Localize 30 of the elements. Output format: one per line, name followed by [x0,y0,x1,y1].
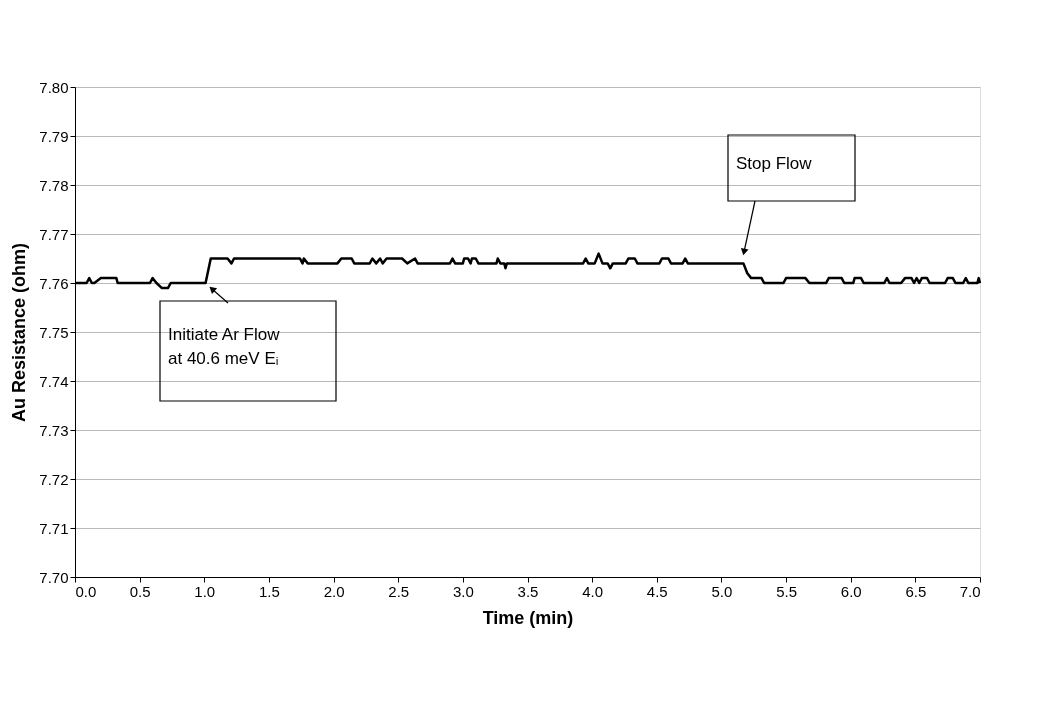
x-tick-label: 3.5 [517,582,539,600]
x-tick-label: 4.5 [646,582,668,600]
x-tick-label: 6.5 [905,582,927,600]
x-tick-label: 5.0 [711,582,733,600]
x-tick-label: 1.0 [194,582,216,600]
y-tick-label: 7.78 [39,176,69,194]
y-tick-label: 7.76 [39,274,69,292]
x-tick-label: 6.0 [840,582,862,600]
x-tick-label: 2.0 [323,582,345,600]
y-tick-label: 7.71 [39,519,69,537]
y-tick-label: 7.70 [39,568,69,586]
x-tick-label: 3.0 [452,582,474,600]
y-tick-label: 7.75 [39,323,69,341]
y-tick-label: 7.73 [39,421,69,439]
x-tick-label: 2.5 [388,582,410,600]
x-tick-label: 0.5 [129,582,151,600]
x-tick-label: 0.0 [75,582,97,600]
x-tick-label: 5.5 [776,582,797,600]
y-tick-label: 7.80 [39,78,69,96]
x-tick-label: 4.0 [582,582,604,600]
y-axis-title: Au Resistance (ohm) [9,242,30,423]
y-tick-label: 7.72 [39,470,69,488]
x-tick-label: 7.0 [959,582,981,600]
y-tick-label: 7.77 [39,225,69,243]
y-tick-label: 7.74 [39,372,69,390]
y-tick-label: 7.79 [39,127,69,145]
x-tick-label: 1.5 [259,582,280,600]
annotation: Initiate Ar Flow at 40.6 meV Eᵢ [168,325,281,368]
annotation: Stop Flow [736,154,813,173]
x-axis-title: Time (min) [482,607,574,628]
